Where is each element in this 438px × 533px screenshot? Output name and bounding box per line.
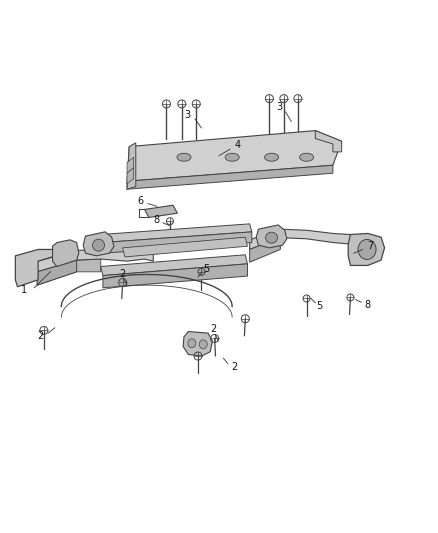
Ellipse shape	[225, 153, 239, 161]
Text: 2: 2	[120, 270, 126, 279]
Polygon shape	[127, 165, 333, 189]
Polygon shape	[15, 249, 59, 287]
Ellipse shape	[188, 339, 196, 348]
Polygon shape	[53, 240, 79, 266]
Text: 4: 4	[234, 140, 240, 150]
Polygon shape	[103, 232, 252, 253]
Polygon shape	[127, 143, 136, 189]
Text: 5: 5	[317, 302, 323, 311]
Polygon shape	[127, 157, 134, 173]
Polygon shape	[103, 264, 247, 288]
Polygon shape	[127, 168, 134, 184]
Polygon shape	[250, 238, 280, 262]
Polygon shape	[37, 249, 153, 272]
Text: 6: 6	[137, 197, 143, 206]
Ellipse shape	[92, 239, 105, 251]
Text: 8: 8	[365, 301, 371, 310]
Polygon shape	[123, 237, 247, 257]
Polygon shape	[101, 224, 252, 243]
Text: 7: 7	[367, 241, 373, 251]
Polygon shape	[348, 233, 385, 265]
Text: 5: 5	[203, 264, 209, 274]
Ellipse shape	[300, 153, 314, 161]
Text: 1: 1	[21, 286, 27, 295]
Polygon shape	[256, 225, 287, 248]
Polygon shape	[127, 131, 342, 181]
Polygon shape	[183, 332, 212, 356]
Polygon shape	[37, 259, 101, 285]
Text: 3: 3	[184, 110, 191, 119]
Text: 2: 2	[231, 362, 237, 372]
Ellipse shape	[265, 232, 278, 243]
Ellipse shape	[199, 340, 207, 349]
Polygon shape	[145, 205, 177, 217]
Ellipse shape	[358, 239, 376, 260]
Text: 2: 2	[38, 331, 44, 341]
Polygon shape	[315, 131, 342, 152]
Polygon shape	[101, 255, 247, 276]
Text: 8: 8	[154, 215, 160, 225]
Ellipse shape	[177, 153, 191, 161]
Text: 3: 3	[276, 102, 283, 111]
Text: 2: 2	[211, 325, 217, 334]
Polygon shape	[37, 260, 77, 285]
Ellipse shape	[265, 153, 279, 161]
Polygon shape	[83, 232, 114, 256]
Polygon shape	[250, 229, 355, 249]
